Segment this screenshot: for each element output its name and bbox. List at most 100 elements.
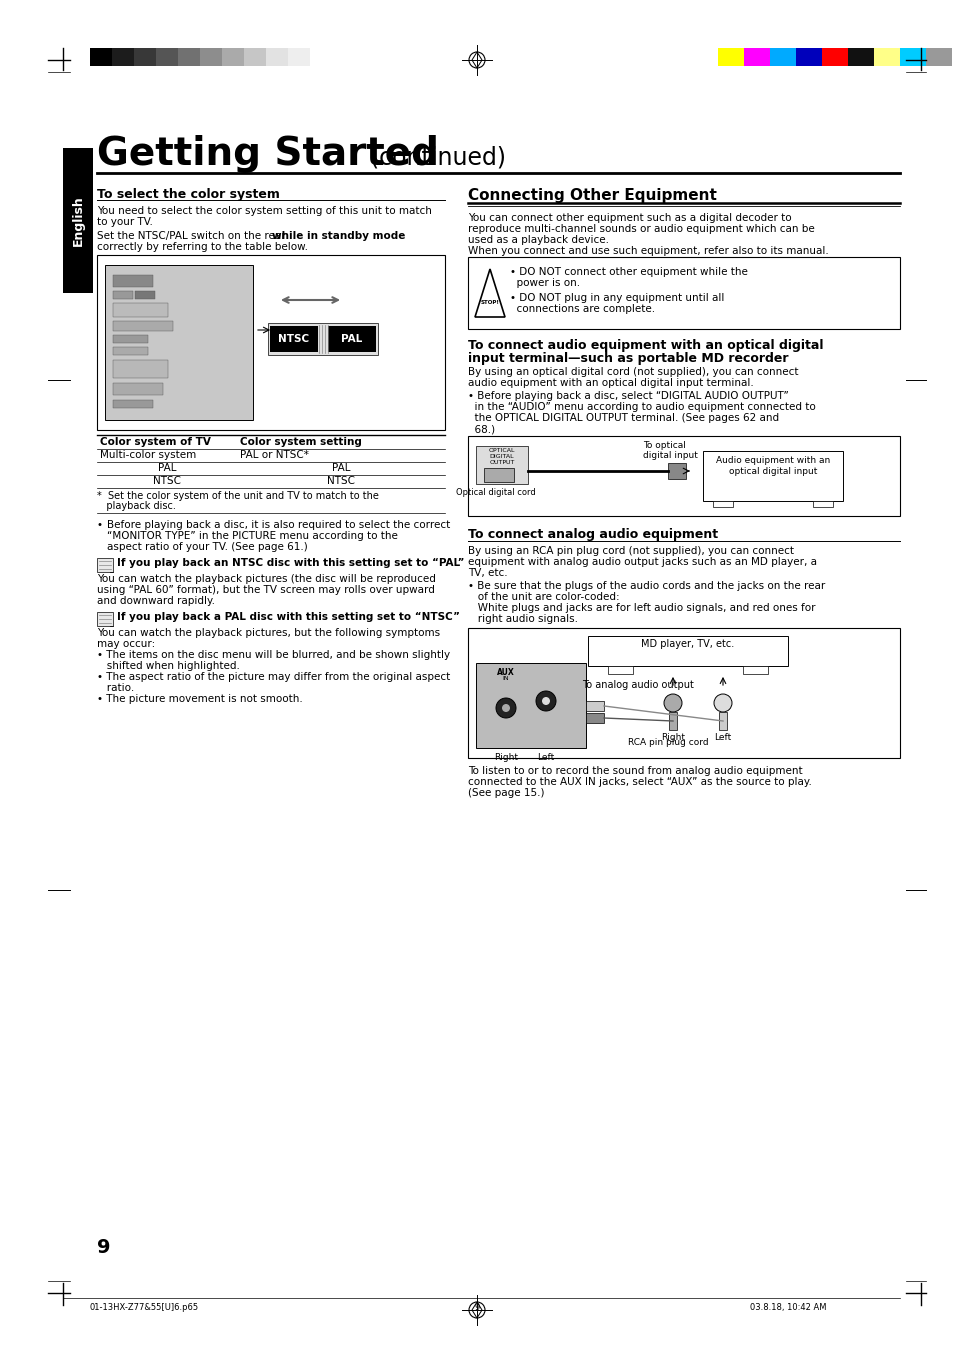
Bar [112,303,168,317]
Bar [585,701,603,710]
Bar [112,383,163,395]
Polygon shape [475,269,504,317]
Text: By using an optical digital cord (not supplied), you can connect: By using an optical digital cord (not su… [468,367,798,377]
Text: • DO NOT plug in any equipment until all: • DO NOT plug in any equipment until all [510,294,723,303]
Text: equipment with analog audio output jacks such as an MD player, a: equipment with analog audio output jacks… [468,557,816,567]
Text: TV, etc.: TV, etc. [468,568,507,578]
Bar [270,326,317,352]
Text: • Be sure that the plugs of the audio cords and the jacks on the rear: • Be sure that the plugs of the audio co… [468,580,824,591]
Bar [483,468,514,482]
Bar [769,47,795,66]
Bar [899,47,925,66]
Text: while in standby mode: while in standby mode [272,231,405,241]
Text: PAL: PAL [341,334,362,344]
Bar [112,321,172,331]
Text: You can watch the playback pictures (the disc will be reproduced: You can watch the playback pictures (the… [97,574,436,584]
Text: the OPTICAL DIGITAL OUTPUT terminal. (See pages 62 and: the OPTICAL DIGITAL OUTPUT terminal. (Se… [468,413,779,423]
Bar [812,501,832,507]
Bar [105,265,253,419]
Bar [112,336,148,344]
Text: To listen to or to record the sound from analog audio equipment: To listen to or to record the sound from… [468,766,801,777]
Text: PAL: PAL [332,463,350,474]
Bar [873,47,899,66]
Text: 9: 9 [474,1303,479,1312]
Bar [97,557,112,572]
Text: aspect ratio of your TV. (See page 61.): aspect ratio of your TV. (See page 61.) [107,543,308,552]
Bar [133,47,156,66]
Text: power is on.: power is on. [510,277,579,288]
Bar [847,47,873,66]
Bar [310,47,332,66]
Text: By using an RCA pin plug cord (not supplied), you can connect: By using an RCA pin plug cord (not suppl… [468,547,793,556]
Text: You can watch the playback pictures, but the following symptoms: You can watch the playback pictures, but… [97,628,439,639]
Bar [135,291,154,299]
Bar [328,326,375,352]
Text: connected to the AUX IN jacks, select “AUX” as the source to play.: connected to the AUX IN jacks, select “A… [468,777,811,787]
Bar [742,666,767,674]
Bar [468,257,899,329]
Text: may occur:: may occur: [97,639,155,649]
Circle shape [713,694,731,712]
Text: You can connect other equipment such as a digital decoder to: You can connect other equipment such as … [468,212,791,223]
Text: Optical digital cord: Optical digital cord [456,488,536,497]
Text: OPTICAL
DIGITAL
OUTPUT: OPTICAL DIGITAL OUTPUT [488,448,515,464]
Bar [244,47,266,66]
Bar [288,47,310,66]
Text: • DO NOT connect other equipment while the: • DO NOT connect other equipment while t… [510,267,747,277]
Bar [468,436,899,515]
Text: If you play back a PAL disc with this setting set to “NTSC”: If you play back a PAL disc with this se… [117,612,459,622]
Bar [795,47,821,66]
Text: using “PAL 60” format), but the TV screen may rolls over upward: using “PAL 60” format), but the TV scree… [97,584,435,595]
Text: IN: IN [502,676,509,681]
Text: Right: Right [660,733,684,741]
Text: Color system setting: Color system setting [240,437,361,446]
Text: STOP!: STOP! [480,299,499,304]
Circle shape [496,698,516,718]
Text: AUX: AUX [497,668,515,676]
Text: Left: Left [714,733,731,741]
Text: and downward rapidly.: and downward rapidly. [97,597,214,606]
Text: NTSC: NTSC [327,476,355,486]
Bar [97,612,112,626]
Text: correctly by referring to the table below.: correctly by referring to the table belo… [97,242,308,252]
Text: When you connect and use such equipment, refer also to its manual.: When you connect and use such equipment,… [468,246,828,256]
Bar [667,463,685,479]
Bar [112,291,132,299]
Text: (See page 15.): (See page 15.) [468,787,544,798]
Bar [719,712,726,731]
Text: English: English [71,195,85,246]
Text: *  Set the color system of the unit and TV to match to the: * Set the color system of the unit and T… [97,491,378,501]
Text: To analog audio output: To analog audio output [581,681,693,690]
Bar [112,360,168,377]
Bar [112,275,152,287]
Text: To select the color system: To select the color system [97,188,279,202]
Text: NTSC: NTSC [278,334,309,344]
Bar [743,47,769,66]
Text: shifted when highlighted.: shifted when highlighted. [97,662,239,671]
Text: Multi-color system: Multi-color system [100,451,196,460]
Text: •: • [97,520,103,530]
Text: input terminal—such as portable MD recorder: input terminal—such as portable MD recor… [468,352,788,365]
Bar [712,501,732,507]
Text: Set the NTSC/PAL switch on the rear: Set the NTSC/PAL switch on the rear [97,231,289,241]
Text: RCA pin plug cord: RCA pin plug cord [627,737,707,747]
Bar [476,446,527,484]
Text: Getting Started: Getting Started [97,135,438,173]
Text: If you play back an NTSC disc with this setting set to “PAL”: If you play back an NTSC disc with this … [117,557,464,568]
Bar [156,47,178,66]
Text: connections are complete.: connections are complete. [510,304,655,314]
Bar [925,47,951,66]
Bar [468,628,899,758]
Bar [718,47,743,66]
Text: PAL: PAL [157,463,176,474]
Text: • The picture movement is not smooth.: • The picture movement is not smooth. [97,694,302,704]
Text: White plugs and jacks are for left audio signals, and red ones for: White plugs and jacks are for left audio… [468,603,815,613]
Text: Before playing back a disc, it is also required to select the correct: Before playing back a disc, it is also r… [107,520,450,530]
Text: to your TV.: to your TV. [97,216,152,227]
Text: playback disc.: playback disc. [97,501,175,511]
Text: • Before playing back a disc, select “DIGITAL AUDIO OUTPUT”: • Before playing back a disc, select “DI… [468,391,788,400]
Text: To connect analog audio equipment: To connect analog audio equipment [468,528,718,541]
Text: NTSC: NTSC [152,476,181,486]
Text: • The items on the disc menu will be blurred, and be shown slightly: • The items on the disc menu will be blu… [97,649,450,660]
Text: MD player, TV, etc.: MD player, TV, etc. [640,639,734,649]
